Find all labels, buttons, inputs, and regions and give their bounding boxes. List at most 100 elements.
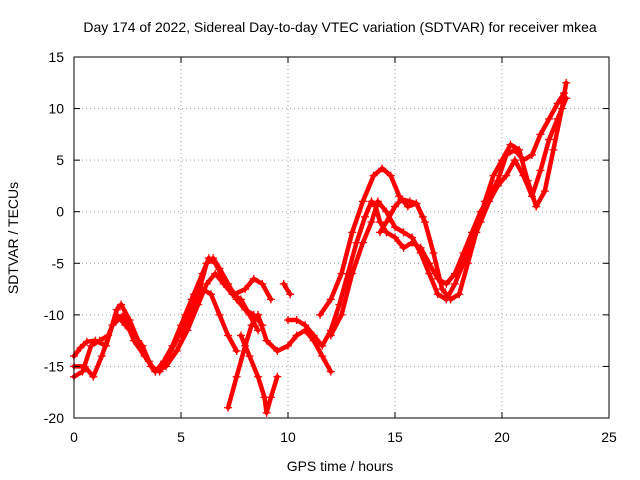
data-point [450, 279, 459, 288]
y-tick-label: 15 [48, 49, 64, 65]
data-point [316, 310, 325, 319]
data-point [361, 212, 370, 221]
data-point [117, 300, 126, 309]
y-tick-label: -15 [44, 358, 64, 374]
data-point [545, 114, 554, 123]
data-point [510, 156, 519, 165]
data-point [378, 164, 387, 173]
x-tick-label: 10 [280, 429, 296, 445]
data-point [326, 331, 335, 340]
y-tick-label: -5 [52, 255, 65, 271]
data-point [258, 279, 267, 288]
data-point [262, 408, 271, 417]
data-point [536, 166, 545, 175]
x-tick-label: 5 [177, 429, 185, 445]
data-point [489, 171, 498, 180]
data-point [519, 171, 528, 180]
plot-frame [73, 56, 610, 419]
data-point [177, 331, 185, 340]
data-point [532, 202, 541, 211]
data-point [89, 372, 98, 381]
data-point [376, 228, 385, 237]
data-point [87, 341, 96, 350]
data-point [254, 310, 263, 319]
data-point [97, 352, 106, 361]
data-point [391, 223, 399, 232]
data-point [241, 305, 250, 314]
data-point [348, 269, 357, 278]
data-point [284, 316, 292, 325]
data-point [172, 336, 181, 345]
data-point [476, 218, 485, 227]
data-point [224, 331, 233, 340]
data-point [236, 331, 245, 340]
data-point [82, 337, 91, 346]
data-point [202, 279, 211, 288]
data-point [318, 341, 327, 350]
data-point [367, 218, 376, 227]
data-point [249, 274, 258, 283]
data-point [78, 367, 87, 376]
data-point [429, 248, 438, 257]
data-point [151, 367, 160, 376]
data-point [292, 331, 301, 340]
data-point [399, 243, 408, 252]
data-point [232, 295, 241, 304]
data-point [318, 352, 327, 361]
data-point [397, 195, 406, 204]
data-point [468, 238, 477, 247]
data-point [194, 290, 203, 299]
data-point [405, 197, 414, 206]
data-point [553, 99, 562, 108]
data-point [95, 336, 104, 345]
x-tick-label: 15 [387, 429, 403, 445]
data-point [527, 192, 536, 201]
data-point [247, 321, 256, 330]
series-track-7 [281, 281, 293, 297]
data-point [266, 295, 275, 304]
data-point [455, 290, 464, 299]
data-point [286, 290, 295, 299]
data-point [140, 352, 149, 361]
data-point [562, 78, 571, 87]
data-point [408, 233, 417, 242]
data-point [485, 197, 494, 206]
data-point [358, 238, 367, 247]
grid-lines [74, 57, 609, 418]
series-track-5 [225, 312, 334, 410]
data-point [172, 346, 181, 355]
x-tick-label: 20 [494, 429, 510, 445]
y-tick-label: 5 [56, 152, 64, 168]
data-point [224, 403, 233, 412]
data-point [498, 156, 506, 165]
y-tick-label: -20 [44, 410, 64, 426]
data-point [211, 269, 220, 278]
data-point [425, 269, 434, 278]
chart-title: Day 174 of 2022, Sidereal Day-to-day VTE… [83, 19, 596, 35]
data-point [224, 279, 233, 288]
y-axis-label: SDTVAR / TECUs [5, 182, 21, 294]
data-point [215, 310, 224, 319]
x-tick-label: 25 [601, 429, 617, 445]
data-point [209, 254, 218, 263]
data-point [232, 372, 241, 381]
data-point [337, 269, 346, 278]
data-point [549, 145, 558, 154]
x-tick-label: 0 [70, 429, 78, 445]
data-point [241, 285, 250, 294]
data-point [202, 259, 211, 268]
data-point [412, 199, 421, 208]
data-point [399, 228, 408, 237]
data-point [553, 114, 562, 123]
data-point [459, 259, 468, 268]
data-point [273, 372, 282, 381]
data-point [215, 264, 224, 273]
data-point [416, 248, 425, 257]
data-point [506, 140, 515, 149]
data-point [326, 295, 335, 304]
data-point [386, 171, 395, 180]
data-point [80, 362, 89, 371]
data-point [245, 352, 254, 361]
data-point [348, 228, 357, 237]
